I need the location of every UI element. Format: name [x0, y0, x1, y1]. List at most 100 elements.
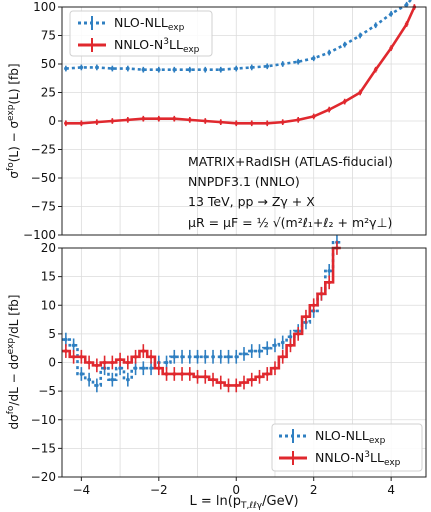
data-point — [95, 363, 99, 368]
data-point — [172, 372, 177, 376]
y-tick-label: 5 — [48, 327, 56, 341]
data-point — [133, 354, 138, 359]
data-point — [149, 366, 153, 371]
data-point — [118, 357, 122, 362]
data-point — [157, 366, 161, 371]
data-point — [164, 372, 169, 376]
data-point — [342, 99, 347, 104]
data-point — [187, 372, 192, 376]
data-point — [203, 67, 208, 72]
y-tick-label: 0 — [48, 114, 56, 128]
data-point — [218, 354, 223, 359]
data-point — [296, 59, 301, 64]
y-tick-label: −10 — [31, 413, 56, 427]
data-point — [71, 354, 76, 359]
data-point — [280, 120, 285, 124]
annotation-line-3: 13 TeV, pp → Zγ + X — [188, 194, 315, 209]
data-point — [257, 375, 262, 379]
bottom-legend-n3ll: NNLO-N3LLexp — [279, 450, 401, 468]
data-point — [110, 119, 115, 123]
data-point — [141, 349, 146, 353]
data-point — [373, 67, 378, 72]
data-point — [195, 354, 200, 359]
data-point — [288, 343, 293, 348]
data-point — [265, 346, 270, 350]
data-point — [141, 116, 146, 121]
y-tick-label: 75 — [41, 29, 56, 43]
data-point — [126, 118, 130, 122]
data-point — [141, 67, 146, 72]
y-tick-label: −15 — [31, 441, 56, 455]
data-point — [273, 366, 277, 371]
data-point — [110, 360, 115, 365]
data-point — [404, 2, 409, 7]
data-point — [180, 354, 184, 359]
data-point — [79, 372, 84, 376]
data-point — [234, 383, 239, 388]
data-point — [187, 354, 192, 359]
data-point — [203, 119, 208, 123]
data-point — [234, 354, 239, 359]
top-annotation: MATRIX+RadISH (ATLAS-fiducial) NNPDF3.1 … — [188, 154, 393, 230]
data-point — [304, 314, 308, 319]
svg-text:NNLO-N3LLexp: NNLO-N3LLexp — [315, 450, 401, 468]
svg-text:NNLO-N3LLexp: NNLO-N3LLexp — [114, 37, 200, 55]
x-axis-label: L = ln(pT,ℓℓγ/GeV) — [189, 494, 298, 511]
data-point — [249, 377, 254, 382]
series-nll — [64, 0, 413, 73]
data-point — [265, 64, 270, 69]
data-point — [342, 42, 347, 47]
data-point — [87, 360, 91, 365]
data-point — [149, 354, 153, 359]
data-point — [110, 66, 115, 71]
y-tick-label: −5 — [38, 384, 56, 398]
data-point — [234, 66, 239, 71]
series-n3ll — [64, 4, 417, 127]
data-point — [358, 90, 362, 95]
data-point — [404, 22, 409, 26]
data-point — [389, 46, 393, 50]
data-point — [79, 121, 84, 126]
data-point — [95, 383, 99, 388]
top-legend-nll: NLO-NLLexp — [78, 15, 185, 33]
data-point — [226, 354, 231, 359]
data-point — [87, 377, 91, 382]
x-tick-label: 4 — [387, 483, 395, 497]
data-point — [242, 380, 246, 385]
annotation-line-4: μR = μF = ½ √(m²ℓ₁+ℓ₂ + m²γ⊥) — [188, 215, 392, 230]
data-point — [157, 116, 161, 121]
data-point — [311, 114, 316, 119]
bottom-y-label: dσfo/dL − dσexp/dL [fb] — [6, 295, 21, 430]
y-tick-label: 0 — [48, 356, 56, 370]
x-tick-label: 2 — [310, 483, 318, 497]
data-point — [265, 372, 270, 376]
y-tick-label: 100 — [33, 0, 56, 14]
data-point — [164, 360, 169, 365]
y-tick-label: −25 — [31, 143, 56, 157]
data-point — [126, 66, 130, 71]
data-point — [257, 349, 262, 353]
annotation-line-1: MATRIX+RadISH (ATLAS-fiducial) — [188, 154, 393, 169]
top-legend-n3ll: NNLO-N3LLexp — [78, 37, 200, 55]
data-point — [242, 352, 246, 356]
x-tick-label: 0 — [232, 483, 240, 497]
data-point — [211, 377, 215, 382]
data-point — [157, 67, 161, 72]
y-tick-label: 20 — [41, 241, 56, 255]
data-point — [249, 349, 254, 353]
x-tick-label: −2 — [150, 483, 168, 497]
data-point — [141, 366, 146, 371]
data-point — [296, 332, 301, 336]
data-point — [64, 66, 68, 71]
data-point — [95, 65, 99, 70]
x-tick-label: −4 — [73, 483, 91, 497]
data-point — [327, 280, 331, 285]
data-point — [373, 23, 378, 28]
data-point — [218, 380, 223, 385]
series-line — [62, 240, 341, 387]
top-legend: NLO-NLLexp NNLO-N3LLexp — [69, 10, 213, 57]
top-panel: −100 −75 −50 −25 0 25 50 75 100 σfo(L) − σexp(L)… — [6, 0, 427, 242]
data-point — [64, 349, 68, 353]
data-point — [280, 354, 285, 359]
data-point — [234, 121, 239, 126]
